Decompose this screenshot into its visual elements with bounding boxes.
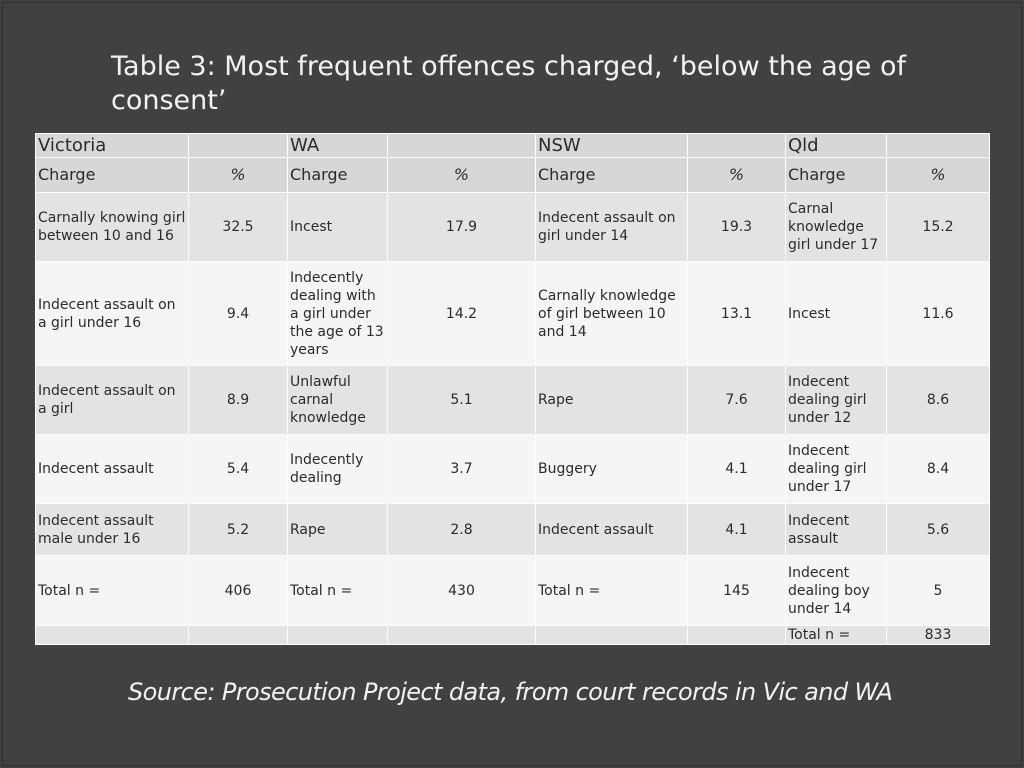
empty-cell [387,625,536,645]
charge-cell: Indecent assault [35,434,189,504]
percent-cell: 19.3 [687,192,786,262]
percent-cell: 3.7 [387,434,536,504]
charge-cell: Buggery [535,434,688,504]
charge-header: Charge [785,157,887,193]
region-header: WA [287,133,388,158]
percent-cell: 14.2 [387,261,536,366]
charge-cell: Indecently dealing [287,434,388,504]
total-value-cell: 833 [886,625,990,645]
percent-cell: 7.6 [687,365,786,435]
percent-cell: 5 [886,555,990,626]
percent-cell: 8.9 [188,365,288,435]
column-header-row: Charge % Charge % Charge % Charge % [35,157,990,193]
charge-cell: Indecent assault on a girl under 16 [35,261,189,366]
charge-cell: Indecently dealing with a girl under the… [287,261,388,366]
total-value-cell: 145 [687,555,786,626]
percent-cell: 13.1 [687,261,786,366]
table-row: Indecent assault male under 16 5.2 Rape … [35,503,990,556]
charge-cell: Carnally knowing girl between 10 and 16 [35,192,189,262]
total-label-cell: Total n = [535,555,688,626]
percent-header: % [387,157,536,193]
empty-cell [287,625,388,645]
table-row: Total n = 833 [35,625,990,645]
charge-cell: Indecent assault on a girl [35,365,189,435]
percent-cell: 5.6 [886,503,990,556]
charge-cell: Incest [287,192,388,262]
charge-header: Charge [287,157,388,193]
percent-cell: 11.6 [886,261,990,366]
total-label-cell: Total n = [35,555,189,626]
charge-cell: Indecent dealing girl under 17 [785,434,887,504]
region-header: NSW [535,133,688,158]
percent-cell: 8.6 [886,365,990,435]
table-row: Carnally knowing girl between 10 and 16 … [35,192,990,262]
total-value-cell: 430 [387,555,536,626]
charge-header: Charge [535,157,688,193]
charge-cell: Carnal knowledge girl under 17 [785,192,887,262]
slide-title: Table 3: Most frequent offences charged,… [111,51,907,116]
source-caption: Source: Prosecution Project data, from c… [128,678,893,706]
percent-cell: 9.4 [188,261,288,366]
total-value-cell: 406 [188,555,288,626]
charge-cell: Rape [535,365,688,435]
total-label-cell: Total n = [785,625,887,645]
empty-cell [35,625,189,645]
percent-header: % [886,157,990,193]
empty-cell [687,625,786,645]
total-label-cell: Total n = [287,555,388,626]
charge-cell: Indecent assault male under 16 [35,503,189,556]
charge-header: Charge [35,157,189,193]
table-row: Indecent assault 5.4 Indecently dealing … [35,434,990,504]
charge-cell: Indecent assault on girl under 14 [535,192,688,262]
region-header-row: Victoria WA NSW Qld [35,133,990,158]
percent-cell: 8.4 [886,434,990,504]
charge-cell: Carnally knowledge of girl between 10 an… [535,261,688,366]
empty-cell [188,625,288,645]
charge-cell: Indecent dealing girl under 12 [785,365,887,435]
percent-cell: 15.2 [886,192,990,262]
region-header: Victoria [35,133,189,158]
offences-table: Victoria WA NSW Qld Charge % Charge % Ch… [35,133,990,645]
region-header: Qld [785,133,887,158]
table-row: Total n = 406 Total n = 430 Total n = 14… [35,555,990,626]
percent-cell: 5.2 [188,503,288,556]
empty-cell [535,625,688,645]
charge-cell: Rape [287,503,388,556]
charge-cell: Indecent assault [785,503,887,556]
percent-cell: 5.4 [188,434,288,504]
table-row: Indecent assault on a girl under 16 9.4 … [35,261,990,366]
percent-cell: 4.1 [687,503,786,556]
percent-header: % [687,157,786,193]
percent-cell: 32.5 [188,192,288,262]
percent-cell: 5.1 [387,365,536,435]
percent-cell: 4.1 [687,434,786,504]
charge-cell: Unlawful carnal knowledge [287,365,388,435]
charge-cell: Incest [785,261,887,366]
percent-cell: 2.8 [387,503,536,556]
table-row: Indecent assault on a girl 8.9 Unlawful … [35,365,990,435]
charge-cell: Indecent assault [535,503,688,556]
percent-header: % [188,157,288,193]
percent-cell: 17.9 [387,192,536,262]
charge-cell: Indecent dealing boy under 14 [785,555,887,626]
